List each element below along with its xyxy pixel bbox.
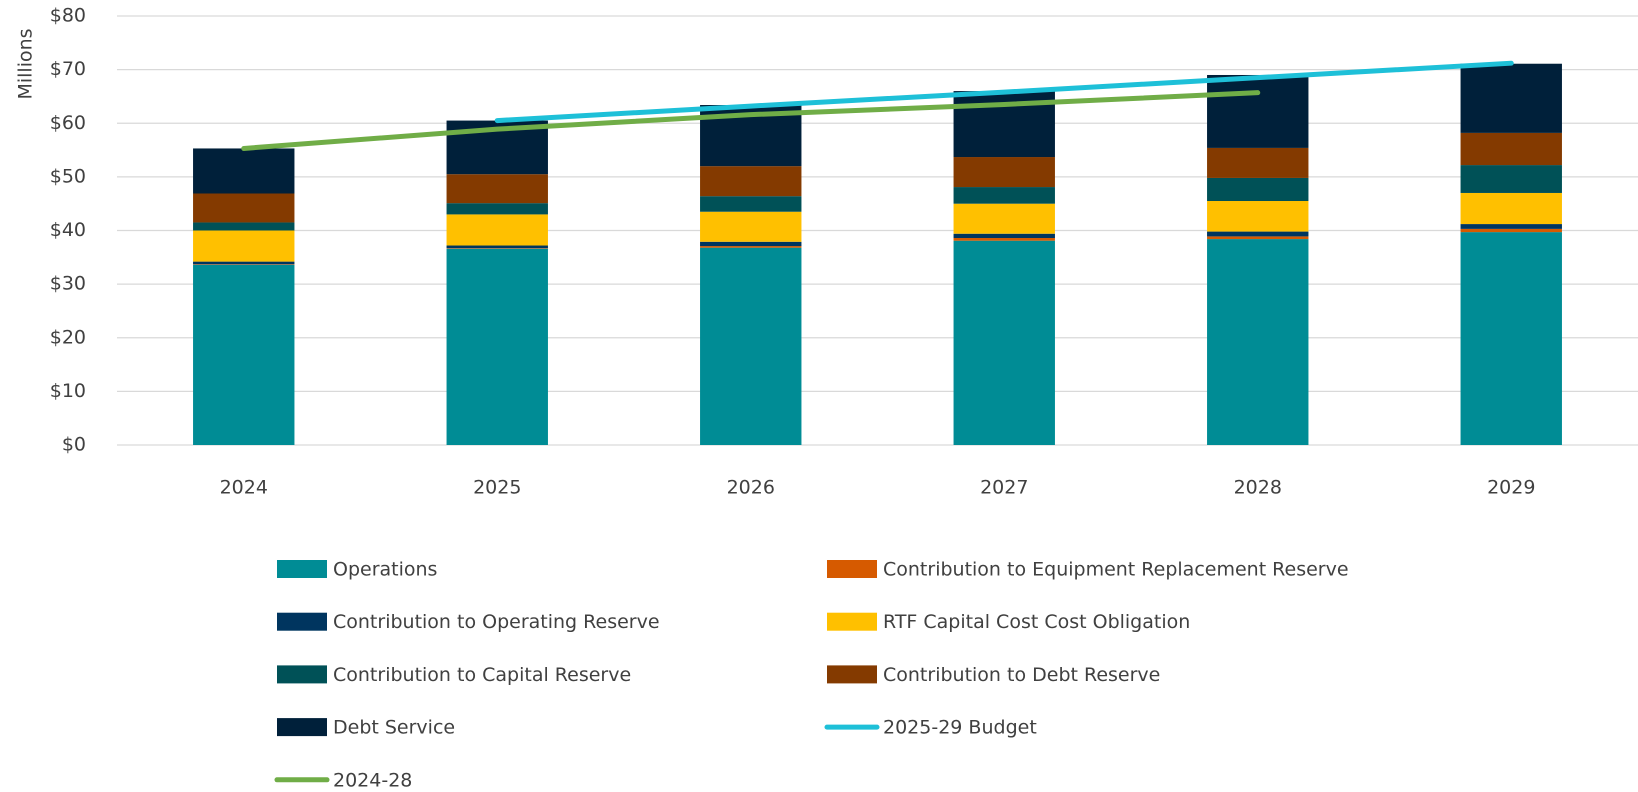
bar-segment — [953, 240, 1055, 445]
legend-label: Contribution to Capital Reserve — [333, 664, 631, 686]
legend-label: Debt Service — [333, 717, 455, 739]
bar-segment — [1460, 228, 1562, 233]
legend-label: Contribution to Debt Reserve — [883, 664, 1160, 686]
x-tick-label: 2029 — [1487, 477, 1535, 499]
legend-swatch — [827, 560, 877, 578]
bar-segment — [193, 230, 295, 262]
bar-segment — [1460, 224, 1562, 229]
bar-segment — [700, 246, 802, 248]
bar-segment — [446, 214, 548, 246]
legend-swatch — [277, 665, 327, 684]
legend-swatch — [277, 612, 327, 631]
y-axis-label: Millions — [15, 28, 37, 99]
bar-segment — [1207, 236, 1309, 240]
bar-segment — [193, 264, 295, 265]
bar-segment — [193, 264, 295, 445]
legend-swatch — [277, 560, 327, 578]
line-series — [241, 90, 1261, 151]
bar-segment — [953, 233, 1055, 239]
legend-label: 2024-28 — [333, 769, 412, 791]
bar-segment — [1207, 201, 1309, 232]
bar-segment — [700, 166, 802, 197]
line-series — [494, 60, 1514, 124]
x-tick-label: 2028 — [1234, 477, 1282, 499]
bar-segment — [953, 157, 1055, 188]
bar-segment — [193, 148, 295, 194]
legend-swatch — [277, 718, 327, 737]
y-tick-label: $0 — [62, 434, 86, 456]
y-tick-label: $20 — [50, 326, 86, 348]
bar-segment — [1460, 132, 1562, 166]
bar-segment — [700, 196, 802, 212]
bar-segment — [1207, 74, 1309, 148]
bar-segment — [446, 203, 548, 215]
y-tick-label: $80 — [50, 5, 86, 27]
bar-segment — [953, 203, 1055, 234]
x-tick-label: 2024 — [220, 477, 268, 499]
bar-segment — [1207, 147, 1309, 178]
bar-segment — [193, 261, 295, 265]
y-tick-label: $40 — [50, 219, 86, 241]
y-tick-label: $70 — [50, 58, 86, 80]
bar-segment — [446, 248, 548, 249]
bar-segment — [953, 187, 1055, 204]
y-tick-label: $30 — [50, 273, 86, 295]
legend-label: RTF Capital Cost Cost Obligation — [883, 611, 1190, 633]
x-tick-label: 2025 — [473, 477, 521, 499]
legend-swatch — [827, 665, 877, 684]
x-tick-label: 2027 — [980, 477, 1028, 499]
y-tick-label: $60 — [50, 112, 86, 134]
bar-segment — [446, 245, 548, 249]
bar-segment — [193, 222, 295, 231]
bar-segment — [446, 248, 548, 445]
bar-segment — [193, 193, 295, 223]
x-tick-label: 2026 — [727, 477, 775, 499]
bar-segment — [1207, 177, 1309, 202]
legend-label: 2025-29 Budget — [883, 717, 1037, 739]
y-tick-label: $10 — [50, 380, 86, 402]
bar-segment — [446, 174, 548, 204]
bar-segment — [1207, 231, 1309, 237]
bar-segment — [1460, 63, 1562, 133]
bar-segment — [1460, 232, 1562, 445]
bar-segment — [1207, 239, 1309, 445]
bar-segment — [953, 238, 1055, 241]
legend-label: Contribution to Equipment Replacement Re… — [883, 559, 1349, 581]
bar-segment — [1460, 192, 1562, 225]
bar-segment — [1460, 165, 1562, 193]
y-tick-label: $50 — [50, 165, 86, 187]
bar-segment — [700, 247, 802, 445]
bar-segment — [700, 241, 802, 247]
legend-swatch — [827, 612, 877, 631]
legend-label: Operations — [333, 559, 437, 581]
bar-segment — [700, 211, 802, 242]
legend-label: Contribution to Operating Reserve — [333, 611, 660, 633]
